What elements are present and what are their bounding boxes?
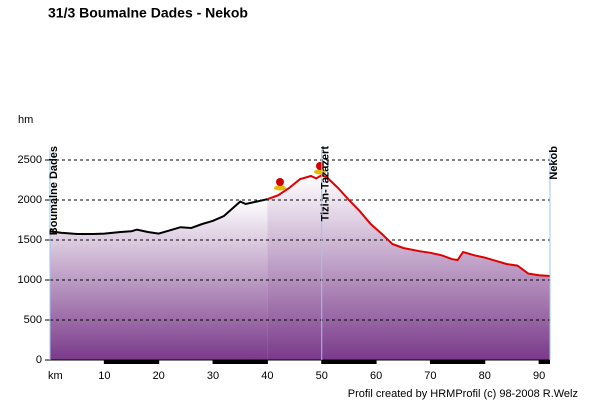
line (267, 174, 551, 277)
x-tick-label: 90 (533, 370, 545, 382)
waypoint-label: Nekob (548, 146, 560, 180)
waypoint-label: Tizi-n-Tazazert (320, 146, 332, 222)
poi-icon (274, 178, 286, 191)
x-tick-label: 60 (370, 370, 382, 382)
scale-segment (104, 360, 159, 364)
scale-segment (321, 360, 377, 364)
y-tick-label: 2000 (18, 194, 42, 206)
y-tick-label: 0 (36, 354, 42, 366)
chart-title: 31/3 Boumalne Dades - Nekob (48, 5, 248, 21)
x-tick-label: 80 (479, 370, 491, 382)
y-axis-label: hm (18, 114, 33, 126)
x-tick-label: 20 (153, 370, 165, 382)
plot-area (50, 175, 550, 360)
area (267, 175, 550, 360)
y-tick-label: 1500 (18, 234, 42, 246)
scale-segment (213, 360, 268, 364)
x-tick-label: 70 (424, 370, 436, 382)
x-tick-label: 40 (261, 370, 273, 382)
y-tick-label: 2500 (18, 154, 42, 166)
line (49, 198, 268, 235)
scale-segment (430, 360, 485, 364)
credit: Profil created by HRMProfil (c) 98-2008 … (348, 388, 578, 400)
y-tick-label: 500 (24, 314, 42, 326)
x-axis-label: km (48, 370, 63, 382)
waypoint-label: Boumalne Dades (48, 146, 60, 235)
x-tick-label: 50 (316, 370, 328, 382)
scale-segment (539, 360, 550, 364)
y-tick-label: 1000 (18, 274, 42, 286)
x-tick-label: 10 (98, 370, 110, 382)
x-tick-label: 30 (207, 370, 219, 382)
